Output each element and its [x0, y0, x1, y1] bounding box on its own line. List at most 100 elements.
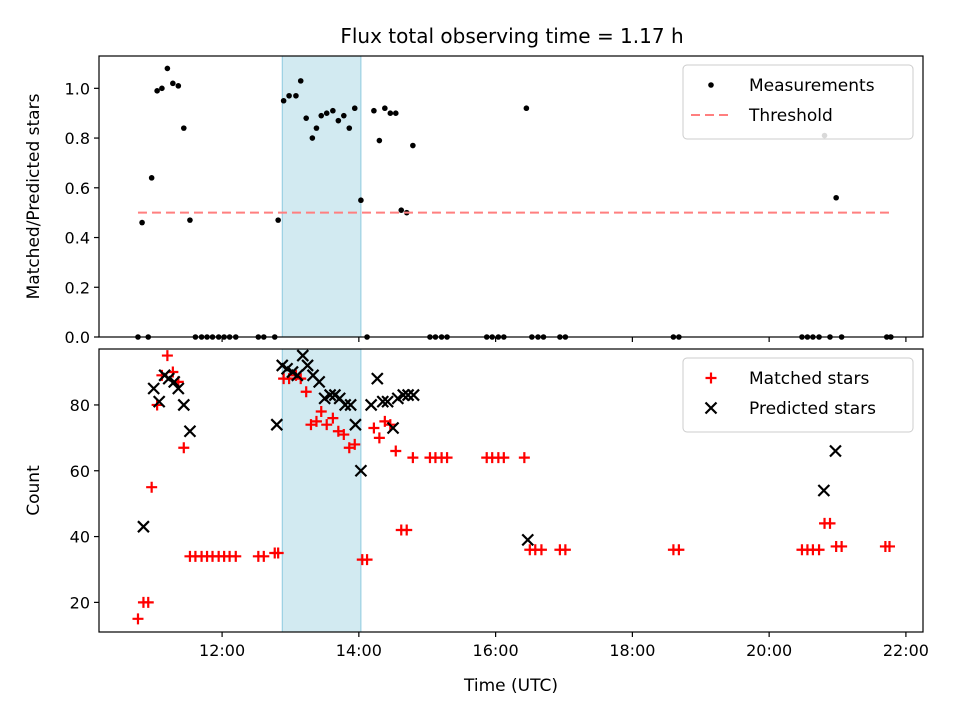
predicted-star-point	[407, 388, 420, 402]
y-tick-label: 0.6	[65, 179, 90, 198]
flux-ratio-panel: 0.0 0.2 0.4 0.6 0.8 1.0 Matched/Predicted star…	[24, 55, 924, 347]
predicted-star-point	[147, 382, 160, 395]
measurement-point	[280, 97, 287, 104]
predicted-star-point	[386, 421, 400, 435]
predicted-star-point	[177, 398, 191, 412]
matched-star-point	[327, 412, 339, 424]
measurement-point	[323, 110, 330, 116]
matched-star-point	[390, 445, 402, 457]
y-tick-label: 0.8	[65, 129, 90, 148]
matched-star-point	[368, 422, 380, 434]
y-tick-label: 1.0	[65, 79, 90, 98]
measurement-point	[335, 117, 342, 124]
measurement-point	[309, 135, 316, 141]
matched-star-point	[361, 554, 373, 566]
measurement-point	[387, 110, 394, 116]
predicted-star-point	[167, 375, 181, 389]
measurement-point	[297, 78, 304, 84]
measurement-point	[286, 92, 292, 99]
predicted-star-point	[817, 484, 831, 497]
predicted-star-point	[152, 395, 166, 408]
observing-window-band	[281, 55, 362, 338]
x-tick-label: 16:00	[473, 641, 519, 660]
measurement-point	[376, 137, 383, 144]
y-axis-label: Count	[24, 465, 44, 516]
matched-star-point	[349, 438, 361, 450]
matched-star-point	[230, 550, 242, 562]
y-axis: 0.0 0.2 0.4 0.6 0.8 1.0	[65, 79, 99, 347]
x-tick-label: 20:00	[746, 641, 792, 660]
matched-star-point	[498, 452, 510, 464]
measurement-point	[175, 83, 182, 89]
x-axis-label: Time (UTC)	[463, 676, 558, 696]
series-2	[137, 349, 842, 547]
x-tick-label: 12:00	[199, 641, 245, 660]
legend-marker	[704, 401, 718, 415]
y-axis-label: Matched/Predicted stars	[24, 93, 44, 299]
predicted-star-point	[338, 398, 352, 412]
predicted-star-point	[364, 398, 378, 412]
predicted-star-point	[270, 418, 284, 431]
matched-star-point	[300, 386, 312, 398]
matched-star-point	[559, 544, 571, 556]
measurement-point	[139, 219, 145, 226]
legend-marker	[705, 372, 717, 384]
predicted-star-point	[301, 359, 314, 372]
matched-star-point	[310, 415, 322, 427]
predicted-star-point	[137, 520, 150, 533]
legend-entry-label: Measurements	[749, 76, 875, 96]
measurement-point	[358, 197, 364, 204]
predicted-star-point	[349, 418, 362, 431]
legend-entry-label: Matched stars	[749, 369, 869, 389]
legend: Matched stars Predicted stars	[682, 357, 914, 433]
matched-star-point	[161, 350, 173, 362]
x-axis: 12:00 14:00 16:00 18:00 20:00 22:00	[199, 632, 929, 660]
matched-star-point	[813, 544, 825, 556]
measurement-point	[351, 105, 358, 112]
measurement-point	[275, 217, 281, 223]
x-tick-label: 18:00	[609, 641, 655, 660]
y-tick-label: 20	[70, 593, 90, 612]
matched-star-point	[673, 544, 685, 556]
measurement-point	[154, 88, 160, 94]
x-tick-label: 22:00	[883, 641, 929, 660]
matched-star-point	[824, 517, 836, 529]
star-count-panel: 20 40 60 80 12:00 14:00 16:00 18:00 20:00 22:00 Co…	[24, 348, 929, 696]
matched-star-point	[883, 540, 895, 552]
matched-star-point	[146, 481, 158, 493]
matched-star-point	[142, 596, 154, 608]
x-tick-label: 14:00	[336, 641, 382, 660]
measurement-point	[398, 207, 405, 213]
matched-star-point	[518, 452, 530, 464]
measurement-point	[371, 107, 377, 114]
matched-star-point	[407, 452, 419, 464]
measurement-point	[303, 115, 309, 121]
matched-star-point	[338, 429, 350, 441]
predicted-star-point	[397, 388, 410, 402]
predicted-star-point	[291, 369, 304, 382]
legend-box	[682, 64, 914, 140]
matched-star-point	[132, 613, 144, 625]
measurement-point	[382, 105, 388, 112]
y-tick-label: 0.4	[65, 229, 90, 248]
measurement-point	[318, 112, 325, 119]
predicted-star-point	[344, 398, 357, 412]
measurement-point	[148, 175, 155, 181]
legend-entry-label: Threshold	[748, 106, 833, 126]
measurement-point	[313, 125, 320, 131]
measurement-point	[341, 112, 347, 119]
y-tick-label: 80	[70, 396, 90, 415]
predicted-star-point	[371, 372, 384, 385]
predicted-star-point	[323, 388, 337, 402]
predicted-star-point	[172, 382, 185, 395]
predicted-star-point	[354, 464, 368, 478]
chart-title: Flux total observing time = 1.17 h	[340, 24, 683, 48]
axes-frame	[98, 55, 924, 338]
measurement-point	[170, 80, 176, 87]
measurement-point	[187, 217, 193, 223]
measurement-point	[159, 85, 165, 92]
measurement-point	[164, 65, 171, 72]
predicted-star-point	[183, 424, 197, 438]
y-tick-label: 60	[70, 462, 90, 481]
